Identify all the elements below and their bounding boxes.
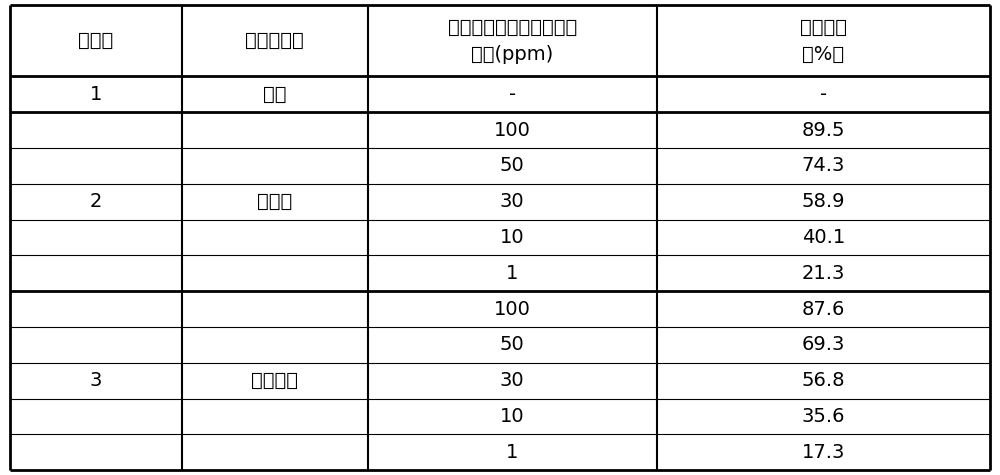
Text: 30: 30 bbox=[500, 192, 525, 211]
Text: 浓度(ppm): 浓度(ppm) bbox=[471, 45, 553, 64]
Text: 69.3: 69.3 bbox=[802, 335, 845, 354]
Text: 74.3: 74.3 bbox=[802, 156, 845, 175]
Text: 21.3: 21.3 bbox=[802, 264, 845, 283]
Text: -: - bbox=[820, 85, 827, 104]
Text: 100: 100 bbox=[494, 121, 531, 140]
Text: 89.5: 89.5 bbox=[802, 121, 845, 140]
Text: -: - bbox=[509, 85, 516, 104]
Text: 3: 3 bbox=[90, 371, 102, 390]
Text: 1: 1 bbox=[90, 85, 102, 104]
Text: 1: 1 bbox=[506, 264, 518, 283]
Text: 1: 1 bbox=[506, 443, 518, 462]
Text: 87.6: 87.6 bbox=[802, 300, 845, 319]
Text: 50: 50 bbox=[500, 335, 525, 354]
Text: 苯菌酮: 苯菌酮 bbox=[257, 192, 292, 211]
Text: 实际效力: 实际效力 bbox=[800, 18, 847, 37]
Text: 58.9: 58.9 bbox=[802, 192, 845, 211]
Text: 丙氧喹啉: 丙氧喹啉 bbox=[251, 371, 298, 390]
Text: 50: 50 bbox=[500, 156, 525, 175]
Text: 10: 10 bbox=[500, 407, 525, 426]
Text: 活性化合物: 活性化合物 bbox=[245, 31, 304, 50]
Text: 100: 100 bbox=[494, 300, 531, 319]
Text: （%）: （%） bbox=[802, 45, 844, 64]
Text: 17.3: 17.3 bbox=[802, 443, 845, 462]
Text: 56.8: 56.8 bbox=[802, 371, 845, 390]
Text: 实施例: 实施例 bbox=[78, 31, 113, 50]
Text: 活性化合物在喷雾液中的: 活性化合物在喷雾液中的 bbox=[448, 18, 577, 37]
Text: 40.1: 40.1 bbox=[802, 228, 845, 247]
Text: 对照: 对照 bbox=[263, 85, 286, 104]
Text: 35.6: 35.6 bbox=[802, 407, 845, 426]
Text: 30: 30 bbox=[500, 371, 525, 390]
Text: 2: 2 bbox=[90, 192, 102, 211]
Text: 10: 10 bbox=[500, 228, 525, 247]
